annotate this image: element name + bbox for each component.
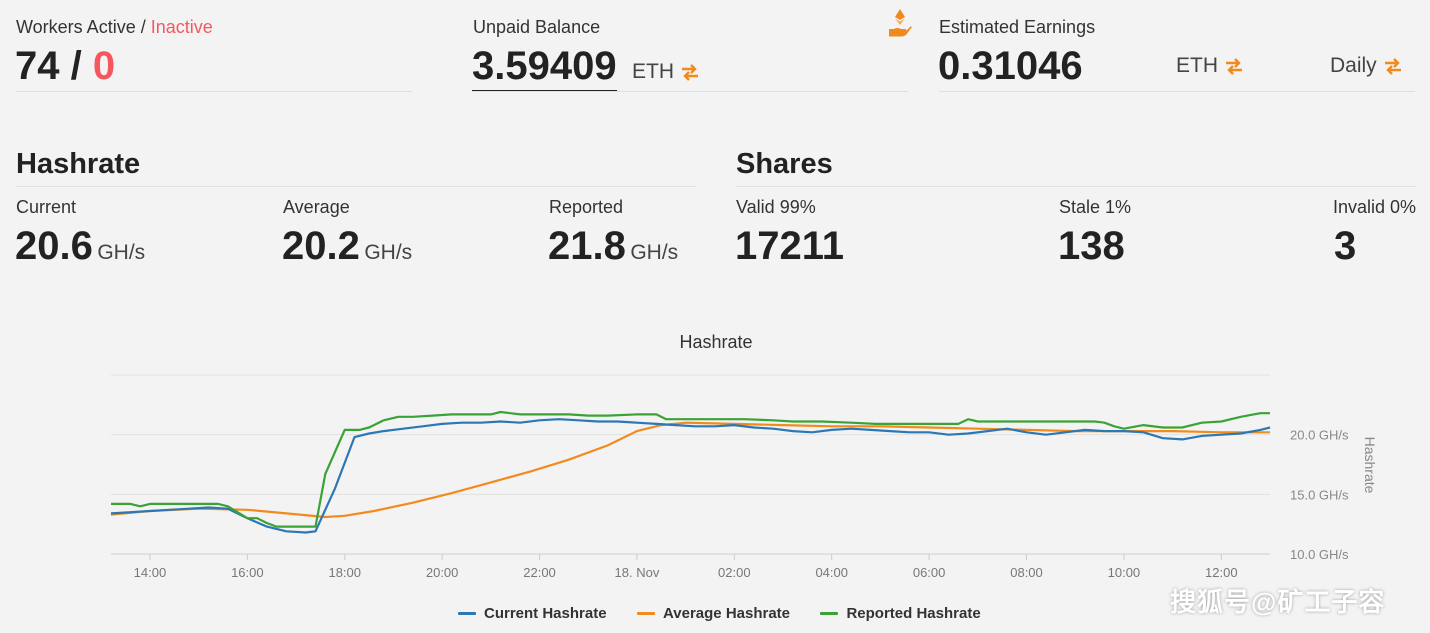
series-line-reported-hashrate <box>111 410 1270 528</box>
shares-invalid-label: Invalid 0% <box>1332 197 1416 217</box>
hashrate-reported-value: 21.8 <box>548 224 626 268</box>
shares-title: Shares <box>736 148 833 180</box>
estimated-unit[interactable]: ETH <box>1176 54 1244 78</box>
legend-swatch-current <box>458 612 476 615</box>
x-tick-label: 04:00 <box>815 565 848 580</box>
x-tick-label: 10:00 <box>1108 565 1141 580</box>
workers-label: Workers Active / Inactive <box>16 17 213 38</box>
hashrate-title: Hashrate <box>16 148 141 180</box>
x-tick-label: 14:00 <box>134 565 167 580</box>
estimated-earnings-value: 0.31046 <box>938 44 1083 88</box>
workers-inactive-label: Inactive <box>150 17 213 37</box>
estimated-period-label: Daily <box>1330 54 1377 77</box>
legend-item-average[interactable]: Average Hashrate <box>637 605 790 622</box>
estimated-period[interactable]: Daily <box>1330 54 1403 78</box>
legend-label-reported: Reported Hashrate <box>846 605 981 622</box>
hashrate-unit: GH/s <box>97 241 146 264</box>
x-tick-label: 18. Nov <box>615 565 660 580</box>
x-tick-label: 16:00 <box>231 565 264 580</box>
swap-arrows-icon[interactable] <box>1224 57 1244 76</box>
y-tick-label: 20.0 GH/s <box>1290 428 1349 443</box>
divider <box>939 91 1415 92</box>
workers-count: 74 / 0 <box>15 44 115 89</box>
shares-invalid-value: 3 <box>1334 224 1357 268</box>
hashrate-reported-label: Reported <box>549 197 624 217</box>
hashrate-current-label: Current <box>16 197 77 217</box>
swap-arrows-icon[interactable] <box>680 63 700 82</box>
estimated-earnings-label: Estimated Earnings <box>939 17 1096 37</box>
chart-grid <box>111 374 1270 555</box>
x-tick-label: 08:00 <box>1010 565 1043 580</box>
hashrate-current: 20.6 GH/s <box>15 224 145 269</box>
hashrate-average: 20.2 GH/s <box>282 224 412 269</box>
y-tick-label: 15.0 GH/s <box>1290 487 1349 502</box>
legend-swatch-reported <box>820 612 839 615</box>
workers-active-count: 74 <box>15 44 60 88</box>
workers-label-separator: / <box>135 17 151 37</box>
x-tick-label: 12:00 <box>1205 565 1238 580</box>
swap-arrows-icon[interactable] <box>1383 57 1403 76</box>
hashrate-chart: Hashrate 14:00 16:00 18:00 20:00 22:00 18. No… <box>0 325 1430 628</box>
legend-item-current[interactable]: Current Hashrate <box>458 605 607 622</box>
divider <box>472 91 908 92</box>
series-line-current-hashrate <box>110 418 1271 534</box>
chart-y-axis-label: Hashrate <box>1362 437 1378 494</box>
x-tick-label: 02:00 <box>718 565 751 580</box>
chart-legend: Current Hashrate Average Hashrate Report… <box>458 602 1007 622</box>
shares-stale-value: 138 <box>1058 224 1125 268</box>
workers-count-separator: / <box>59 44 93 88</box>
unpaid-unit[interactable]: ETH <box>632 60 700 84</box>
x-tick-label: 22:00 <box>523 565 556 580</box>
hashrate-unit: GH/s <box>630 241 679 264</box>
chart-y-axis: 10.0 GH/s 15.0 GH/s 20.0 GH/s <box>1290 428 1349 562</box>
hashrate-average-value: 20.2 <box>282 224 360 268</box>
divider <box>736 186 1416 187</box>
watermark: 搜狐号@矿工子容 <box>1170 587 1386 617</box>
estimated-unit-label: ETH <box>1176 54 1218 77</box>
shares-valid-value: 17211 <box>735 224 845 268</box>
chart-title: Hashrate <box>679 332 752 352</box>
legend-swatch-average <box>637 612 655 615</box>
hashrate-unit: GH/s <box>364 241 413 264</box>
hashrate-current-value: 20.6 <box>15 224 93 268</box>
chart-series <box>110 410 1271 534</box>
hashrate-average-label: Average <box>283 197 350 217</box>
legend-label-average: Average Hashrate <box>663 605 791 622</box>
eth-hand-icon[interactable] <box>888 8 912 38</box>
workers-active-label: Workers Active <box>16 17 136 37</box>
hashrate-chart-svg: Hashrate 14:00 16:00 18:00 20:00 22:00 18. No… <box>110 332 1378 580</box>
x-tick-label: 06:00 <box>913 565 946 580</box>
x-tick-label: 20:00 <box>426 565 459 580</box>
unpaid-balance-value[interactable]: 3.59409 <box>472 44 617 92</box>
legend-label-current: Current Hashrate <box>484 605 607 622</box>
unpaid-balance-label: Unpaid Balance <box>473 17 601 37</box>
x-tick-label: 18:00 <box>328 565 361 580</box>
chart-x-axis: 14:00 16:00 18:00 20:00 22:00 18. Nov 02:00 04:… <box>134 554 1238 580</box>
y-tick-label: 10.0 GH/s <box>1290 547 1349 562</box>
shares-valid-label: Valid 99% <box>736 197 816 217</box>
unpaid-unit-label: ETH <box>632 60 674 83</box>
divider <box>16 186 696 187</box>
divider <box>16 91 412 92</box>
shares-stale-label: Stale 1% <box>1059 197 1132 217</box>
legend-item-reported[interactable]: Reported Hashrate <box>820 605 981 622</box>
workers-inactive-count: 0 <box>92 44 116 88</box>
hashrate-reported: 21.8 GH/s <box>548 224 678 269</box>
series-line-average-hashrate <box>110 421 1270 519</box>
